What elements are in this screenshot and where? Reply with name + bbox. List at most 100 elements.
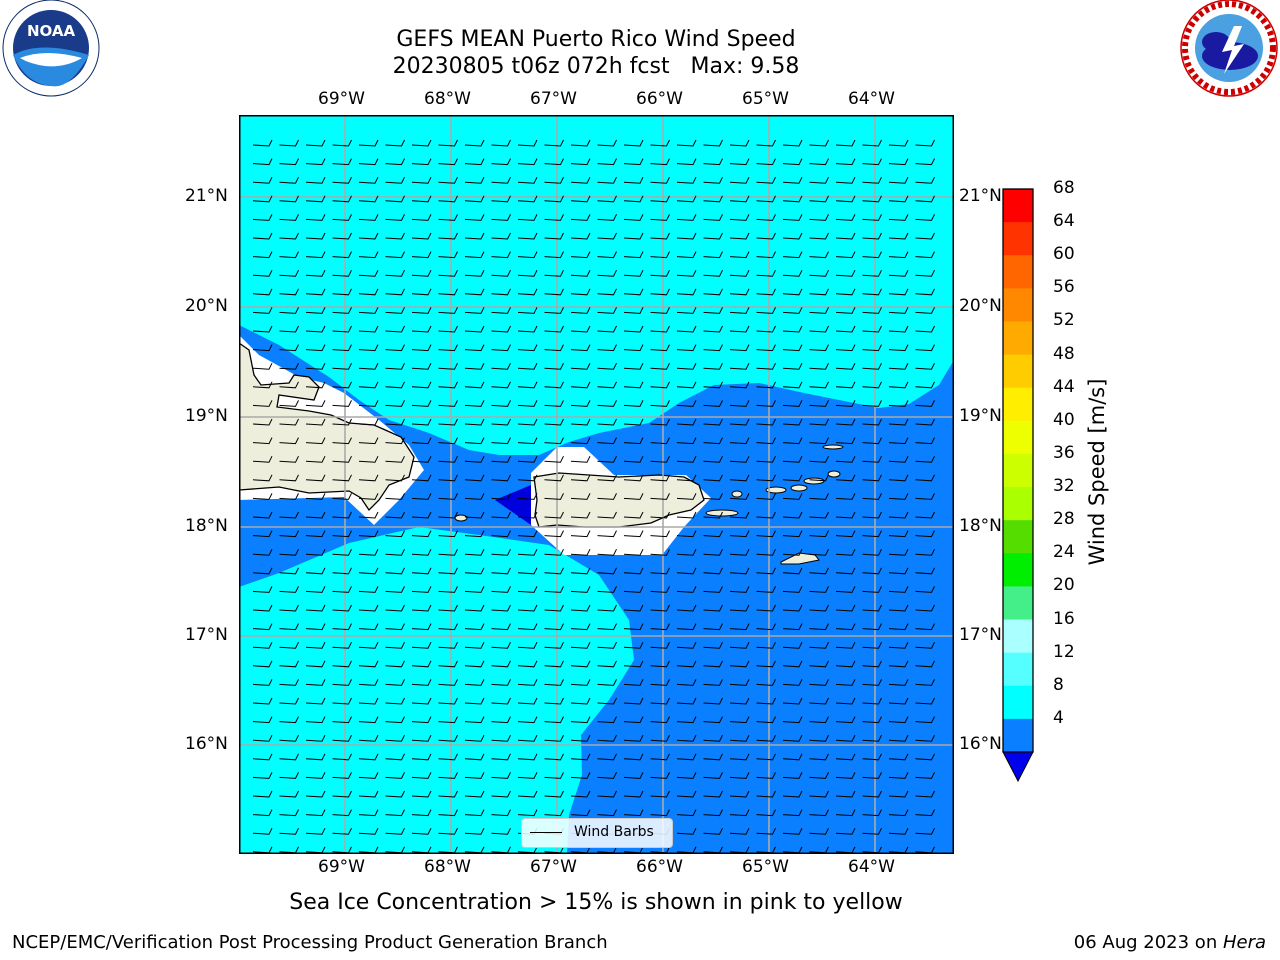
wind-barb — [438, 530, 458, 538]
lon-tick-label: 66°W — [636, 857, 683, 877]
wind-barb — [623, 307, 644, 314]
wind-barb — [544, 400, 564, 407]
wind-barb — [729, 325, 750, 333]
wind-barb — [782, 716, 803, 724]
chart-subtitle-forecast: 20230805 t06z 072h fcst Max: 9.58 — [392, 54, 800, 79]
wind-barb — [464, 679, 485, 686]
wind-barb — [411, 474, 432, 482]
wind-barb — [597, 809, 617, 817]
wind-barb — [782, 251, 803, 259]
wind-barb — [411, 288, 432, 296]
wind-barb — [252, 325, 273, 333]
wind-barb — [703, 195, 723, 203]
wind-barb — [252, 455, 273, 463]
wind-barb — [623, 344, 644, 352]
wind-barb — [464, 623, 485, 631]
wind-barb — [438, 548, 458, 556]
wind-barb — [570, 214, 591, 221]
wind-barb — [623, 362, 644, 370]
wind-barb — [358, 288, 379, 296]
wind-barb — [915, 158, 935, 166]
wind-barb — [650, 344, 670, 352]
wind-barb — [835, 474, 856, 482]
wind-barb — [676, 493, 697, 500]
wind-barb — [491, 567, 511, 575]
wind-barb — [305, 400, 326, 407]
wind-barb — [915, 641, 935, 649]
wind-barb — [544, 307, 564, 314]
wind-barb — [623, 716, 644, 724]
wind-barb — [332, 437, 352, 445]
colorbar-tick-label: 12 — [1053, 641, 1075, 662]
wind-barb — [358, 437, 379, 445]
wind-barb — [411, 269, 432, 277]
wind-barb — [676, 753, 697, 761]
wind-barb — [756, 344, 776, 352]
wind-barb — [358, 623, 379, 631]
island-st-thomas — [765, 486, 787, 494]
wind-barb — [438, 325, 458, 333]
wind-barb — [623, 697, 644, 705]
wind-barb — [888, 827, 909, 835]
wind-barb — [782, 511, 803, 519]
wind-barb — [252, 548, 273, 556]
wind-barb — [623, 381, 644, 389]
wind-barb — [252, 809, 273, 817]
wind-barb — [544, 567, 564, 575]
wind-barb — [385, 734, 405, 742]
wind-barb — [570, 344, 591, 352]
wind-barb — [782, 232, 803, 240]
island-st-john — [790, 484, 808, 492]
wind-barb — [305, 158, 326, 166]
wind-barb — [729, 139, 750, 147]
wind-barb — [252, 511, 273, 519]
wind-barb — [650, 418, 670, 426]
wind-barb — [597, 586, 617, 593]
wind-barb — [835, 623, 856, 631]
wind-barb — [650, 641, 670, 649]
wind-barb — [809, 195, 829, 203]
colorbar-tick-label: 56 — [1053, 277, 1075, 298]
wind-barb — [888, 641, 909, 649]
wind-barb — [650, 679, 670, 686]
wind-barb — [703, 716, 723, 724]
wind-barb — [464, 697, 485, 705]
wind-barb — [252, 716, 273, 724]
wind-barb — [756, 753, 776, 761]
wind-barb — [597, 753, 617, 761]
wind-barb — [888, 400, 909, 407]
wind-barb — [650, 307, 670, 314]
wind-barb — [279, 809, 299, 817]
wind-barb — [915, 567, 935, 575]
wind-barb — [517, 251, 538, 259]
wind-barb — [703, 660, 723, 668]
wind-barb — [729, 530, 750, 538]
wind-barb — [729, 586, 750, 593]
wind-barb — [676, 288, 697, 296]
wind-barb — [782, 548, 803, 556]
wind-barb — [650, 660, 670, 668]
wind-barb — [835, 325, 856, 333]
wind-barb — [517, 400, 538, 407]
wind-barb — [411, 660, 432, 668]
wind-barb — [385, 716, 405, 724]
wind-barb — [570, 437, 591, 445]
wind-barb — [385, 455, 405, 463]
wind-barb — [703, 548, 723, 556]
wind-barb — [411, 455, 432, 463]
wind-barb — [782, 734, 803, 742]
wind-barb — [915, 418, 935, 426]
wind-barb — [438, 232, 458, 240]
wind-barb — [729, 269, 750, 277]
wind-barb — [862, 474, 882, 482]
wind-barb — [756, 381, 776, 389]
wind-barb — [597, 567, 617, 575]
wind-barb — [623, 288, 644, 296]
wind-barb — [729, 753, 750, 761]
wind-barb — [358, 455, 379, 463]
wind-barb — [570, 753, 591, 761]
wind-barb — [305, 641, 326, 649]
wind-barb — [305, 214, 326, 221]
wind-barb — [252, 753, 273, 761]
wind-barb — [279, 511, 299, 519]
